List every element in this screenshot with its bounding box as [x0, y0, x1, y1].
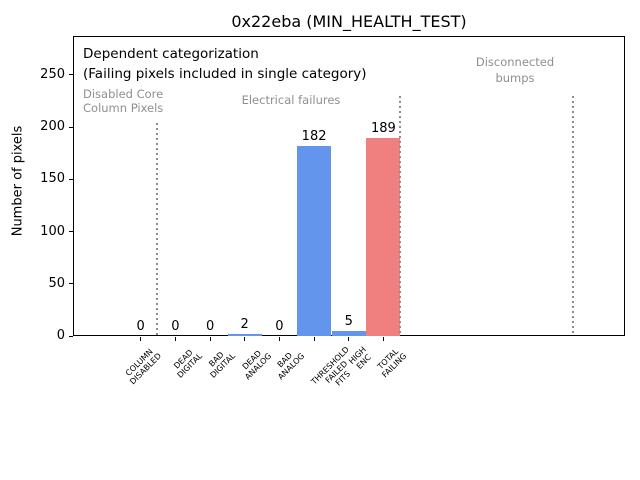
x-tick-mark [313, 337, 315, 341]
x-tick-mark [209, 337, 211, 341]
region-label-line: Column Pixels [83, 100, 164, 115]
x-tick-label: TOTAL FAILING [374, 345, 409, 380]
y-tick-mark [69, 74, 73, 76]
bar-value-label: 0 [171, 319, 180, 334]
bar-value-label: 182 [301, 129, 327, 144]
region-label-line: Disconnected [475, 55, 555, 69]
bar-value-label: 0 [136, 319, 145, 334]
region-label: Electrical failures [242, 93, 341, 107]
bar-value-label: 0 [275, 319, 284, 334]
y-tick-label: 200 [40, 119, 65, 134]
x-tick-label: BAD ANALOG [270, 345, 306, 382]
categorization-note: (Failing pixels included in single categ… [83, 66, 367, 82]
y-tick-label: 0 [56, 328, 65, 343]
x-tick-label: BAD DIGITAL [202, 345, 237, 380]
x-tick-label: DEAD ANALOG [237, 345, 274, 382]
region-label: Disabled Core Column Pixels [83, 87, 164, 115]
region-separator [155, 123, 158, 335]
x-tick-mark [348, 337, 350, 341]
region-label: Disconnected bumps [476, 55, 554, 86]
bar [331, 331, 366, 336]
y-tick-mark [69, 231, 73, 232]
region-separator [398, 96, 401, 335]
y-tick-mark [69, 335, 73, 337]
region-label-line: Electrical failures [241, 93, 341, 107]
categorization-note: Dependent categorization [83, 46, 259, 62]
y-tick-mark [69, 283, 73, 285]
y-tick-label: 250 [40, 66, 65, 82]
x-tick-label: COLUMN DISABLED [122, 345, 163, 386]
bar-value-label: 189 [370, 121, 396, 136]
x-tick-mark [244, 337, 246, 341]
region-label-line: Disabled Core [83, 87, 164, 101]
bar [366, 138, 401, 336]
y-tick-label: 150 [40, 171, 65, 187]
region-label-line: bumps [495, 70, 535, 85]
x-tick-label: DEAD DIGITAL [169, 345, 204, 380]
bar-value-label: 5 [344, 314, 353, 329]
bar-value-label: 0 [205, 319, 215, 334]
y-tick-label: 100 [40, 223, 65, 239]
y-tick-mark [69, 178, 73, 180]
y-tick-label: 50 [48, 275, 65, 291]
x-tick-mark [382, 337, 384, 341]
region-separator [571, 96, 574, 335]
bar [297, 146, 332, 336]
bar [227, 334, 262, 336]
bar-value-label: 2 [240, 317, 249, 332]
y-axis-label: Number of pixels [10, 125, 26, 237]
x-tick-mark [278, 337, 280, 341]
chart-title: 0x22eba (MIN_HEALTH_TEST) [231, 12, 467, 31]
x-tick-mark [174, 337, 176, 341]
x-tick-mark [140, 337, 142, 341]
y-tick-mark [69, 126, 73, 128]
